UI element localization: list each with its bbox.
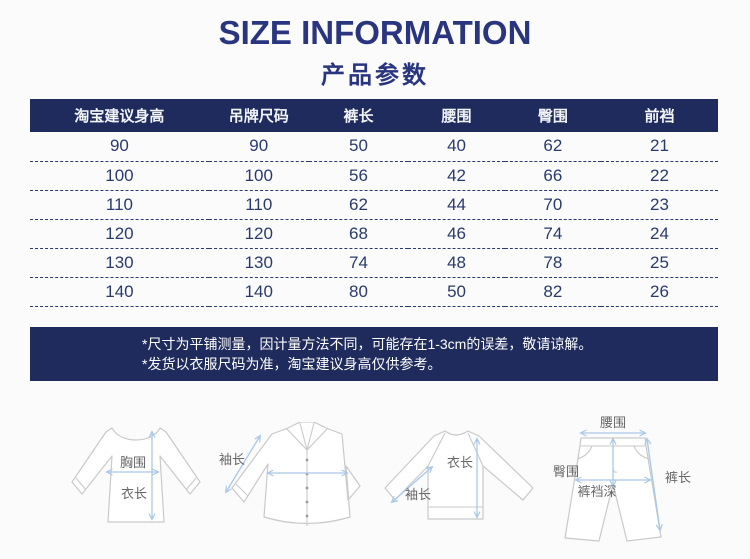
measurement-diagrams: 胸围 衣长 [0,410,750,559]
pants-waist-label: 腰围 [600,415,626,430]
sweatshirt-outline [384,430,534,520]
table-row: 110 110 62 44 70 23 [30,190,718,220]
size-table-body: 90 90 50 40 62 21 100 100 56 42 66 22 11… [30,132,718,307]
sweatshirt-length-label: 衣长 [447,455,473,470]
col-header-tag-size: 吊牌尺码 [208,99,309,132]
table-cell: 21 [601,132,718,162]
table-row: 130 130 74 48 78 25 [30,248,718,278]
table-cell: 90 [208,132,309,162]
sleeve-arrow-icon [225,434,261,494]
pants-diagram: 腰围 臀围 裤裆深 裤长 [550,412,700,547]
table-cell: 42 [408,161,505,191]
note-line-2: *发货以衣服尺码为准，淘宝建议身高仅供参考。 [142,355,442,372]
table-cell: 90 [30,132,209,162]
tee-outline [71,427,201,523]
note-line-1: *尺寸为平铺测量，因计量方法不同，可能存在1-3cm的误差，敬请谅解。 [142,335,593,352]
pants-hip-label: 臀围 [553,464,579,479]
table-cell: 40 [408,132,505,162]
table-cell: 100 [208,161,309,191]
table-cell: 74 [308,248,409,278]
table-cell: 80 [308,277,409,307]
tee-length-label: 衣长 [121,486,147,501]
pants-crotch-depth-label: 裤裆深 [577,484,616,499]
table-cell: 110 [30,190,209,220]
pants-illustration-icon: 腰围 臀围 裤裆深 裤长 [553,415,691,542]
table-cell: 120 [208,219,309,249]
table-cell: 62 [504,132,601,162]
pants-length-label: 裤长 [665,470,691,485]
page-subtitle: 产品参数 [321,62,429,89]
col-header-waist: 腰围 [408,99,505,132]
table-row: 140 140 80 50 82 26 [30,277,718,307]
shirt-sleeve-label: 袖长 [219,452,245,467]
table-cell: 130 [208,248,309,278]
size-information-page: SIZE INFORMATION 产品参数 淘宝建议身高 吊牌尺码 裤长 腰围 … [0,14,750,559]
table-row: 120 120 68 46 74 24 [30,219,718,249]
table-cell: 70 [504,190,601,220]
header-row: 淘宝建议身高 吊牌尺码 裤长 腰围 臀围 前裆 [30,99,718,132]
table-cell: 50 [408,277,505,307]
table-cell: 68 [308,219,409,249]
shirt-diagram: 袖长 [216,422,366,534]
table-cell: 22 [601,161,718,191]
table-cell: 120 [30,219,209,249]
pants-length-arrow-icon [644,437,663,532]
table-cell: 25 [601,248,718,278]
table-cell: 48 [408,248,505,278]
table-cell: 24 [601,219,718,249]
table-cell: 46 [408,219,505,249]
shirt-illustration-icon: 袖长 [219,422,361,526]
table-cell: 44 [408,190,505,220]
size-table-header: 淘宝建议身高 吊牌尺码 裤长 腰围 臀围 前裆 [30,99,718,132]
col-header-front-crotch: 前裆 [601,99,718,132]
table-cell: 140 [208,277,309,307]
table-cell: 130 [30,248,209,278]
table-cell: 56 [308,161,409,191]
table-cell: 74 [504,219,601,249]
col-header-suggested-height: 淘宝建议身高 [30,99,209,132]
table-cell: 78 [504,248,601,278]
table-cell: 140 [30,277,209,307]
tee-illustration-icon: 胸围 衣长 [71,427,201,523]
table-cell: 23 [601,190,718,220]
size-table: 淘宝建议身高 吊牌尺码 裤长 腰围 臀围 前裆 90 90 50 40 62 2… [30,99,718,307]
table-cell: 100 [30,161,209,191]
sweatshirt-illustration-icon: 衣长 袖长 [384,430,534,520]
table-cell: 110 [208,190,309,220]
tee-diagram: 胸围 衣长 [68,424,204,526]
table-cell: 50 [308,132,409,162]
table-cell: 26 [601,277,718,307]
page-title: SIZE INFORMATION [218,14,532,51]
sweatshirt-diagram: 衣长 袖长 [382,426,536,526]
tee-chest-label: 胸围 [120,455,146,470]
sweatshirt-sleeve-label: 袖长 [405,487,431,502]
table-cell: 82 [504,277,601,307]
col-header-hip: 臀围 [504,99,601,132]
table-cell: 62 [308,190,409,220]
table-row: 100 100 56 42 66 22 [30,161,718,191]
notes-box: *尺寸为平铺测量，因计量方法不同，可能存在1-3cm的误差，敬请谅解。 *发货以… [30,326,718,381]
sleeve-arrow-icon [390,465,434,504]
col-header-pants-length: 裤长 [308,99,409,132]
table-row: 90 90 50 40 62 21 [30,132,718,162]
table-cell: 66 [504,161,601,191]
